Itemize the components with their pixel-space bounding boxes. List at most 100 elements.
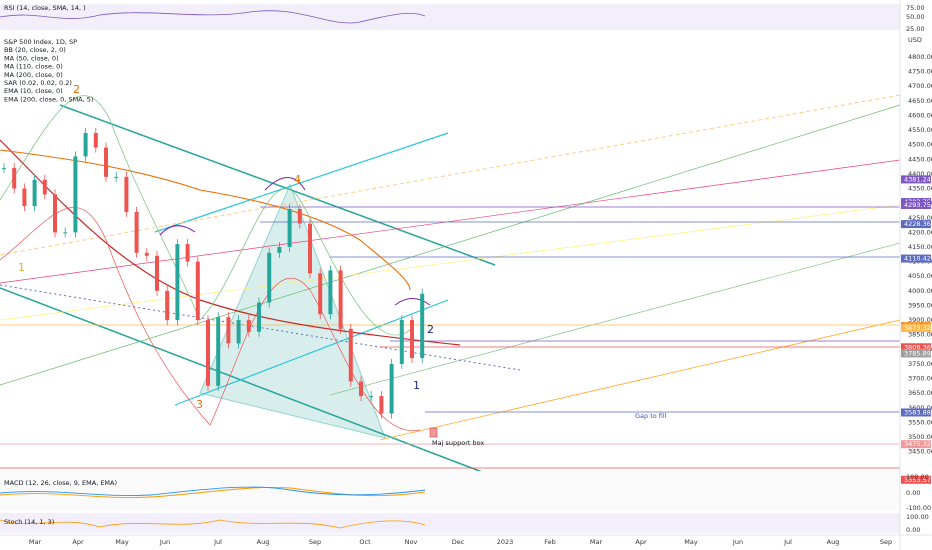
candle (399, 320, 404, 364)
candle (175, 244, 180, 321)
candle (216, 317, 221, 386)
currency-label: USD (908, 36, 922, 44)
candle (42, 179, 47, 195)
candle (359, 381, 363, 397)
macd-tick-label: -100.00 (906, 504, 931, 512)
indicator-legend: S&P 500 Index, 1D, SP (4, 38, 77, 46)
price-tick-label: 4800.00 (908, 53, 932, 61)
annotation: 2 (73, 83, 80, 96)
price-tick-label: 3700.00 (908, 375, 932, 383)
price-tick-label: 4700.00 (908, 82, 932, 90)
price-tick-label: 4600.00 (908, 111, 932, 119)
candle (63, 232, 68, 234)
price-tick-label: 4250.00 (908, 214, 932, 222)
candle (267, 252, 272, 303)
candle (389, 363, 394, 414)
price-tick-label: 4750.00 (908, 68, 932, 76)
candle (348, 328, 353, 382)
candle (53, 194, 57, 233)
candle (12, 168, 17, 189)
price-tick-label: 4400.00 (908, 170, 932, 178)
price-tag (901, 254, 931, 263)
indicator-legend: EMA (10, close, 0) (4, 87, 63, 95)
price-tick-label: 4550.00 (908, 126, 932, 134)
price-tick-label: 3950.00 (908, 301, 932, 309)
candle (308, 223, 312, 274)
price-tag-label: 3353.57 (904, 476, 931, 484)
time-tick-label: Oct (359, 538, 371, 546)
rsi-tick-label: 50.00 (906, 13, 925, 21)
time-tick-label: Mar (29, 538, 42, 546)
macd-tick-label: 0.00 (906, 489, 920, 497)
candle (144, 252, 149, 256)
price-tick-label: 4350.00 (908, 185, 932, 193)
time-tick-label: May (115, 538, 129, 546)
price-tag-label: 3873.32 (904, 324, 931, 332)
candle (165, 290, 170, 321)
price-tag-label: 3785.89 (904, 349, 931, 357)
candle (226, 317, 231, 344)
candle (2, 168, 6, 170)
price-tag (901, 475, 931, 484)
time-tick-label: Nov (405, 538, 418, 546)
time-tick-label: Aug (257, 538, 270, 546)
price-tag (901, 220, 931, 229)
candle (114, 176, 119, 178)
price-tag (901, 349, 931, 358)
candle (104, 147, 108, 177)
candle (246, 320, 251, 332)
time-tick-label: Aug (827, 538, 840, 546)
indicator-legend: MA (110, close, 0) (4, 63, 63, 71)
price-tick-label: 4000.00 (908, 287, 932, 295)
candle (32, 179, 37, 207)
candle (124, 176, 129, 212)
price-tick-label: 4650.00 (908, 97, 932, 105)
price-tag-label: 4110.42 (904, 255, 931, 263)
price-tick-label: 3500.00 (908, 433, 932, 441)
price-tick-label: 4050.00 (908, 272, 932, 280)
price-tag-label: 3475.32 (904, 440, 931, 448)
price-tag-label: 3806.36 (904, 343, 931, 351)
macd-tick-label: 100.00 (906, 473, 929, 481)
candle (206, 320, 210, 386)
indicator-legend: EMA (200, close, 0, SMA, 5) (4, 95, 93, 103)
annotation: Maj support box (432, 439, 484, 447)
annotation: 3 (196, 398, 203, 411)
time-tick-label: May (684, 538, 698, 546)
annotation: 1 (18, 261, 25, 274)
time-tick-label: 2023 (497, 538, 514, 546)
indicator-legend: BB (20, close, 2, 0) (4, 46, 66, 54)
time-tick-label: Dec (452, 538, 465, 546)
price-tag (901, 343, 931, 352)
time-tick-label: Sep (880, 538, 892, 546)
price-tag-label: 4293.75 (904, 201, 931, 209)
time-tick-label: Mar (590, 538, 603, 546)
price-tick-label: 3850.00 (908, 331, 932, 339)
price-tick-label: 4450.00 (908, 155, 932, 163)
candle (73, 156, 78, 233)
price-tick-label: 4150.00 (908, 243, 932, 251)
candle (185, 244, 190, 262)
stoch-tick-label: 100.00 (906, 513, 929, 521)
price-tag (901, 408, 931, 417)
annotation: 4 (294, 173, 301, 186)
candle (410, 320, 414, 359)
candle (297, 208, 302, 224)
annotation: Gap to fill (635, 412, 667, 420)
price-tick-label: 4500.00 (908, 141, 932, 149)
candle (287, 208, 292, 247)
candle (93, 132, 98, 148)
time-tick-label: Apr (72, 538, 84, 546)
candle (83, 132, 88, 157)
candle (318, 273, 323, 315)
indicator-legend: SAR (0.02, 0.02, 0.2) (4, 79, 72, 87)
price-tick-label: 3650.00 (908, 389, 932, 397)
indicator-legend: MA (200, close, 0) (4, 71, 63, 79)
stoch-tick-label: 0.00 (906, 526, 920, 534)
price-tick-label: 3550.00 (908, 418, 932, 426)
price-tick-label: 4200.00 (908, 228, 932, 236)
time-tick-label: Jul (783, 538, 792, 546)
